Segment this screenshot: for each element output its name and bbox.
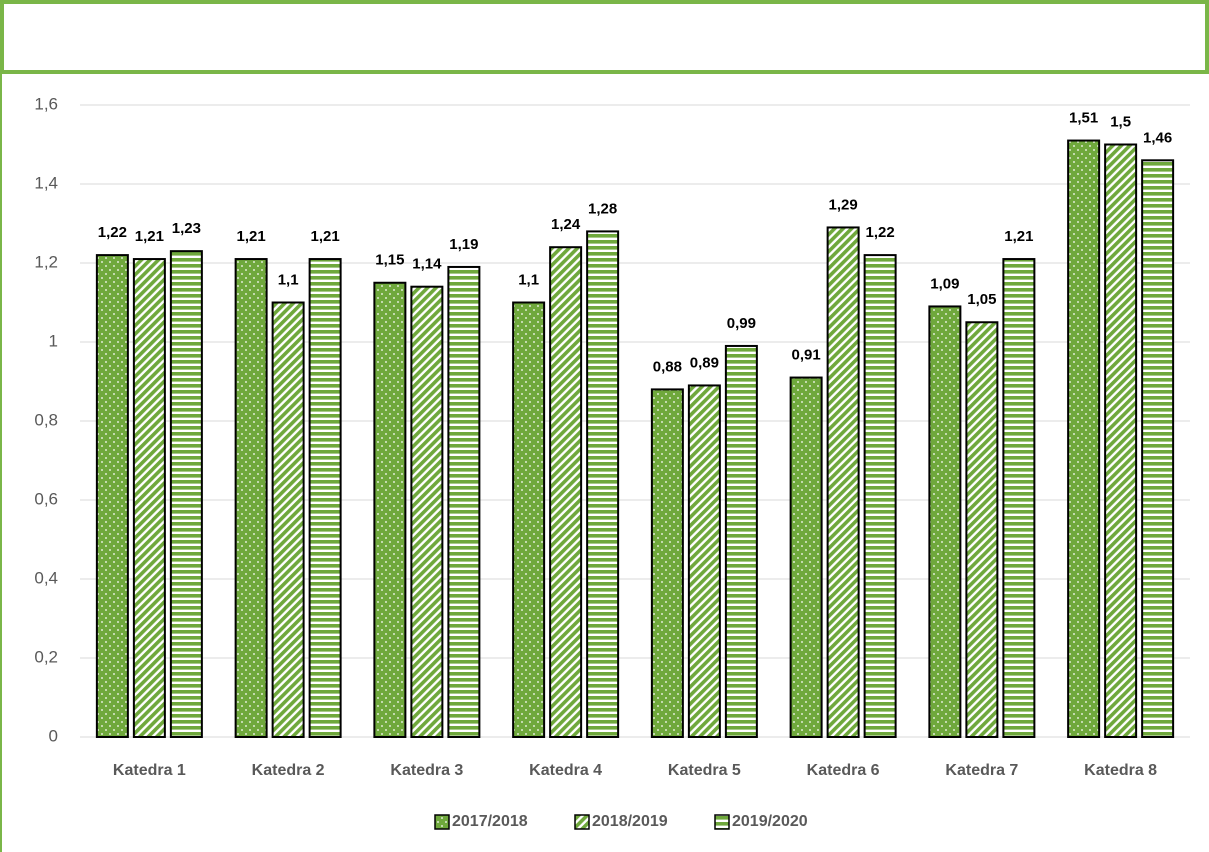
bar [549,246,583,738]
data-label: 1,21 [237,228,266,245]
legend-label: 2018/2019 [592,813,668,830]
data-label: 1,19 [449,236,478,253]
x-tick-label: Katedra 3 [390,762,463,779]
data-label: 1,21 [1004,228,1033,245]
bar [132,258,166,738]
data-label: 1,5 [1110,113,1131,130]
y-tick-label: 1 [49,331,58,350]
y-tick-label: 0 [49,726,58,745]
data-label: 1,51 [1069,110,1098,127]
y-tick-label: 1,4 [34,173,58,192]
y-tick-label: 0,6 [34,489,58,508]
legend-label: 2017/2018 [452,813,528,830]
bar [1002,258,1036,738]
data-label: 1,21 [135,228,164,245]
data-label: 1,23 [172,220,201,237]
x-tick-label: Katedra 7 [945,762,1018,779]
x-tick-label: Katedra 4 [529,762,602,779]
bar [687,384,721,738]
bar [169,250,203,738]
x-tick-label: Katedra 5 [668,762,741,779]
y-tick-label: 1,2 [34,252,58,271]
header-box [0,0,1209,74]
data-label: 1,24 [551,216,581,233]
data-label: 1,22 [98,224,127,241]
data-label: 1,22 [866,224,895,241]
bar [1067,139,1101,739]
bar [863,254,897,738]
bar [965,321,999,738]
bar [826,226,860,738]
data-label: 0,89 [690,354,719,371]
data-label: 1,14 [412,256,442,273]
x-tick-label: Katedra 2 [252,762,325,779]
data-label: 0,91 [792,347,821,364]
bar [724,344,758,738]
bar [447,265,481,738]
bar [271,301,305,738]
legend-swatch [434,814,450,830]
legend-label: 2019/2020 [732,813,808,830]
data-label: 1,29 [829,196,858,213]
bar [512,301,546,738]
data-label: 0,88 [653,358,682,375]
data-label: 1,46 [1143,129,1172,146]
x-tick-label: Katedra 8 [1084,762,1157,779]
data-label: 1,05 [967,291,996,308]
bar [1141,159,1175,739]
data-label: 1,09 [930,275,959,292]
data-label: 1,1 [518,271,539,288]
bar [789,376,823,738]
legend-swatch [574,814,590,830]
bar [410,285,444,738]
bar [373,281,407,738]
y-tick-label: 1,6 [34,94,58,113]
bar [1104,143,1138,738]
bar [586,230,620,738]
data-label: 0,99 [727,315,756,332]
data-label: 1,28 [588,200,617,217]
data-label: 1,15 [375,252,404,269]
data-label: 1,1 [278,271,299,288]
bar [95,254,129,738]
y-tick-label: 0,8 [34,410,58,429]
x-tick-label: Katedra 6 [807,762,880,779]
legend-swatch [714,814,730,830]
y-tick-label: 0,4 [34,568,58,587]
bar [928,305,962,738]
bar [234,258,268,738]
x-tick-label: Katedra 1 [113,762,186,779]
data-label: 1,21 [311,228,340,245]
bar [308,258,342,738]
bar [650,388,684,738]
y-tick-label: 0,2 [34,647,58,666]
